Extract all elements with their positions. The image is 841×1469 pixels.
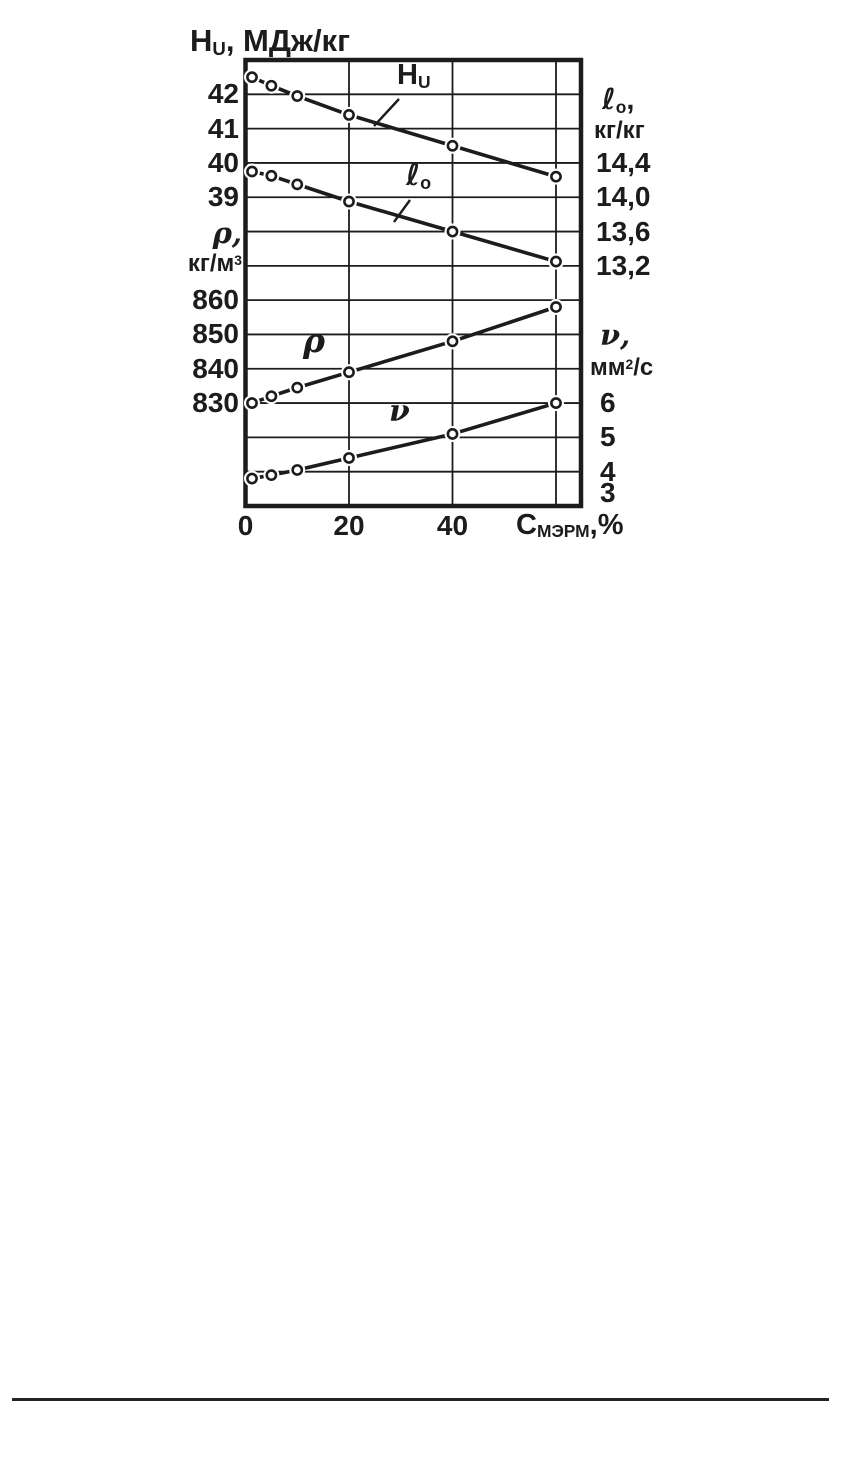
- data-marker-rho: [291, 381, 304, 394]
- data-marker-rho: [343, 366, 355, 379]
- data-marker-hu: [343, 108, 355, 121]
- data-marker-nu: [446, 428, 459, 440]
- data-marker-nu: [265, 469, 278, 482]
- data-marker-hu: [291, 90, 304, 102]
- data-marker-l0: [343, 195, 355, 208]
- hu-leader-line: [373, 98, 400, 127]
- data-marker-nu: [246, 472, 258, 485]
- nu-curve-label: ν: [389, 394, 410, 429]
- hu-curve-label: HU: [397, 59, 431, 93]
- plot-frame: [243, 57, 584, 509]
- data-marker-hu: [246, 71, 258, 84]
- l0-leader-line: [393, 199, 411, 223]
- data-marker-rho: [246, 397, 258, 409]
- data-marker-l0: [265, 169, 278, 182]
- fuel-properties-figure: 42 41 40 39 860 850 840 830 14,4 14,0 13,6 13,2 6 5 4 3…: [0, 0, 841, 575]
- rho-curve-label: ρ: [303, 321, 325, 360]
- data-marker-l0: [246, 165, 258, 178]
- data-marker-l0: [291, 178, 304, 191]
- data-marker-hu: [550, 170, 562, 183]
- data-marker-l0: [550, 255, 562, 268]
- chart-plot-area: [243, 57, 584, 509]
- data-marker-nu: [550, 397, 562, 409]
- nu-axis-unit-label: ν, мм2/с: [590, 318, 654, 382]
- data-marker-l0: [446, 225, 459, 238]
- chart-title: HU, МДж/кг: [190, 23, 350, 60]
- data-marker-nu: [343, 452, 355, 464]
- footer-rule: [12, 1398, 829, 1401]
- data-marker-rho: [265, 390, 278, 403]
- l0-curve-label: ℓo: [406, 158, 432, 194]
- l0-axis-unit-label: ℓo, кг/кг: [594, 82, 645, 145]
- data-marker-hu: [446, 139, 459, 152]
- data-marker-hu: [265, 79, 278, 92]
- data-marker-rho: [446, 335, 459, 348]
- x-axis-label: CМЭРМ,%: [516, 509, 624, 542]
- data-marker-rho: [550, 301, 562, 313]
- data-marker-nu: [291, 464, 304, 476]
- rho-axis-unit-label: ρ, кг/м3: [187, 216, 242, 278]
